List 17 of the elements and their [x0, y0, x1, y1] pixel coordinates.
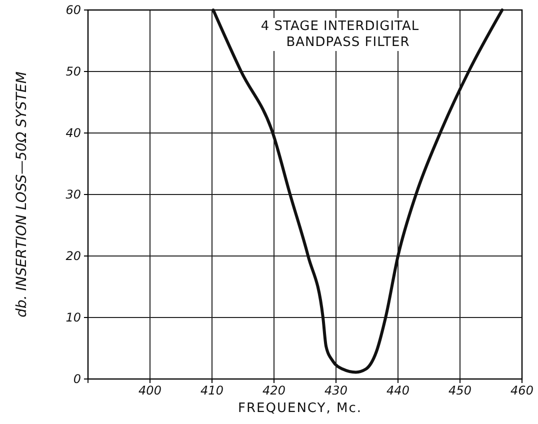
y-tick-label: 50	[66, 64, 82, 78]
text: 4 STAGE INTERDIGITAL BANDPASS FILTER	[260, 19, 420, 50]
x-tick-label: 440	[386, 384, 410, 398]
y-tick-label: 10	[66, 310, 82, 324]
x-tick-label: 460	[510, 384, 534, 398]
x-tick-label: 410	[200, 384, 224, 398]
x-tick-label: 420	[262, 384, 286, 398]
x-tick-label: 400	[138, 384, 162, 398]
x-axis-title: FREQUENCY, Mc.	[238, 401, 362, 416]
y-tick-label: 30	[66, 187, 82, 202]
y-tick-label: 60	[66, 2, 82, 17]
y-axis-title: db. INSERTION LOSS—50Ω SYSTEM	[14, 72, 30, 318]
y-tick-label: 40	[66, 126, 82, 140]
y-tick-label: 20	[66, 248, 82, 263]
y-tick-label: 0	[73, 372, 82, 386]
x-tick-label: 430	[324, 384, 348, 398]
x-tick-label: 450	[448, 384, 472, 398]
